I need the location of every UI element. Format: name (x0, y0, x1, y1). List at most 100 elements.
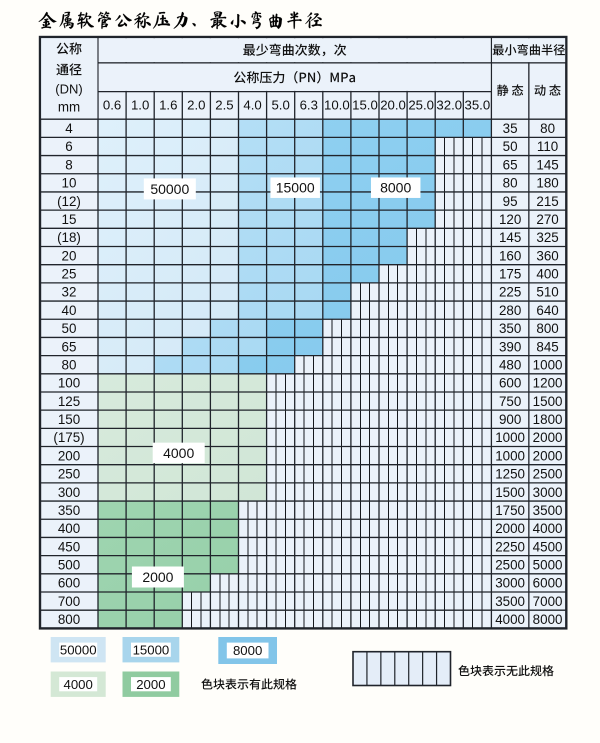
svg-text:(12): (12) (57, 194, 81, 209)
svg-text:1000: 1000 (495, 448, 525, 463)
svg-text:325: 325 (536, 230, 558, 245)
svg-text:2.5: 2.5 (215, 98, 233, 113)
svg-text:300: 300 (58, 485, 80, 500)
svg-text:160: 160 (499, 248, 521, 263)
svg-text:200: 200 (58, 448, 80, 463)
svg-text:2000: 2000 (142, 569, 173, 585)
svg-text:750: 750 (499, 394, 521, 409)
svg-text:1500: 1500 (533, 394, 563, 409)
svg-text:600: 600 (499, 376, 521, 391)
svg-text:6.3: 6.3 (300, 98, 318, 113)
svg-text:500: 500 (58, 557, 80, 572)
svg-text:35.0: 35.0 (465, 98, 491, 113)
svg-text:50000: 50000 (60, 642, 97, 657)
svg-text:8000: 8000 (533, 612, 563, 627)
svg-text:3500: 3500 (533, 503, 563, 518)
svg-text:1250: 1250 (495, 467, 525, 482)
svg-text:20.0: 20.0 (380, 98, 406, 113)
svg-text:250: 250 (58, 467, 80, 482)
svg-text:32.0: 32.0 (436, 98, 462, 113)
svg-text:8000: 8000 (233, 643, 262, 658)
svg-text:120: 120 (499, 212, 521, 227)
svg-text:50: 50 (62, 321, 77, 336)
svg-text:640: 640 (536, 303, 558, 318)
svg-text:280: 280 (499, 303, 521, 318)
svg-text:25: 25 (62, 267, 77, 282)
svg-text:15.0: 15.0 (352, 98, 378, 113)
svg-text:80: 80 (503, 176, 518, 191)
svg-text:350: 350 (499, 321, 521, 336)
svg-text:800: 800 (536, 321, 558, 336)
svg-text:65: 65 (62, 339, 77, 354)
svg-text:20: 20 (62, 248, 77, 263)
svg-text:175: 175 (499, 267, 521, 282)
svg-text:450: 450 (58, 539, 80, 554)
svg-text:80: 80 (540, 121, 555, 136)
svg-text:1000: 1000 (533, 357, 563, 372)
svg-text:350: 350 (58, 503, 80, 518)
svg-text:(DN): (DN) (55, 81, 82, 96)
svg-text:1500: 1500 (495, 485, 525, 500)
svg-text:700: 700 (58, 594, 80, 609)
svg-text:1.6: 1.6 (159, 98, 177, 113)
svg-text:400: 400 (536, 267, 558, 282)
svg-text:1000: 1000 (495, 430, 525, 445)
svg-text:215: 215 (536, 194, 558, 209)
svg-text:95: 95 (503, 194, 518, 209)
svg-text:35: 35 (503, 121, 518, 136)
svg-text:4500: 4500 (533, 539, 563, 554)
svg-text:6: 6 (65, 139, 72, 154)
svg-text:2000: 2000 (533, 430, 563, 445)
svg-text:225: 225 (499, 285, 521, 300)
svg-text:5.0: 5.0 (271, 98, 289, 113)
svg-text:110: 110 (537, 139, 558, 154)
svg-text:150: 150 (58, 412, 80, 427)
svg-text:50000: 50000 (150, 181, 189, 197)
svg-text:125: 125 (58, 394, 80, 409)
svg-text:0.6: 0.6 (103, 98, 121, 113)
svg-text:80: 80 (62, 357, 77, 372)
svg-text:400: 400 (58, 521, 80, 536)
svg-text:4: 4 (65, 121, 73, 136)
svg-text:180: 180 (536, 176, 558, 191)
svg-text:8000: 8000 (380, 180, 411, 196)
svg-text:5000: 5000 (533, 557, 563, 572)
svg-text:800: 800 (58, 612, 80, 627)
svg-text:2000: 2000 (495, 521, 525, 536)
svg-text:25.0: 25.0 (408, 98, 434, 113)
svg-text:2000: 2000 (136, 677, 165, 692)
svg-text:900: 900 (499, 412, 521, 427)
svg-text:270: 270 (536, 212, 558, 227)
svg-text:3000: 3000 (495, 576, 525, 591)
svg-text:100: 100 (58, 376, 80, 391)
svg-text:1750: 1750 (495, 503, 525, 518)
svg-text:1.0: 1.0 (131, 98, 149, 113)
svg-text:2250: 2250 (495, 539, 525, 554)
svg-text:2500: 2500 (495, 557, 525, 572)
svg-text:4000: 4000 (163, 445, 194, 461)
svg-text:1800: 1800 (533, 412, 563, 427)
svg-text:3000: 3000 (533, 485, 563, 500)
svg-text:4000: 4000 (64, 677, 93, 692)
svg-text:510: 510 (536, 285, 558, 300)
svg-text:845: 845 (536, 339, 558, 354)
svg-text:360: 360 (536, 248, 558, 263)
svg-text:480: 480 (499, 357, 521, 372)
svg-text:10.0: 10.0 (324, 98, 350, 113)
svg-text:(18): (18) (57, 230, 81, 245)
svg-text:15: 15 (62, 212, 77, 227)
svg-text:7000: 7000 (533, 594, 563, 609)
svg-text:15000: 15000 (133, 642, 170, 657)
svg-text:10: 10 (62, 176, 77, 191)
svg-text:8: 8 (65, 157, 72, 172)
svg-text:390: 390 (499, 339, 521, 354)
svg-text:(175): (175) (53, 430, 84, 445)
svg-text:2500: 2500 (533, 467, 563, 482)
svg-text:4.0: 4.0 (243, 98, 261, 113)
svg-text:6000: 6000 (533, 576, 563, 591)
svg-text:4000: 4000 (533, 521, 563, 536)
svg-text:40: 40 (62, 303, 77, 318)
svg-text:600: 600 (58, 576, 80, 591)
svg-text:145: 145 (499, 230, 521, 245)
svg-text:32: 32 (62, 285, 77, 300)
